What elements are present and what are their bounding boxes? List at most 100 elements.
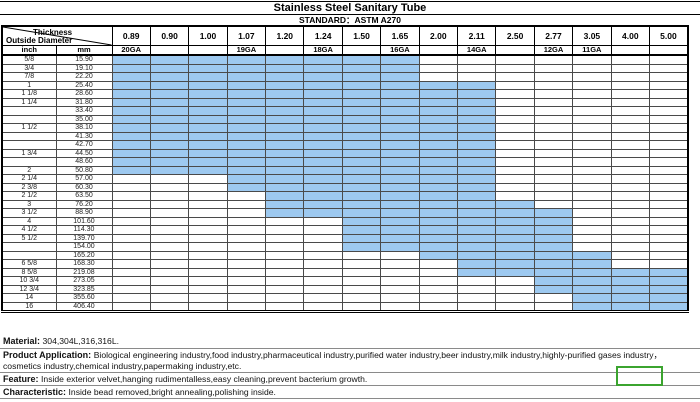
thickness-label: Thickness <box>33 28 73 37</box>
availability-cell <box>303 157 343 167</box>
table-row: 5 1/2 139.70 <box>1 233 689 243</box>
availability-cell <box>495 225 535 235</box>
availability-cell <box>380 114 420 124</box>
availability-cell <box>265 89 305 99</box>
availability-cell <box>149 54 190 65</box>
availability-cell <box>380 157 420 167</box>
mm-cell: 323.85 <box>55 284 113 294</box>
product-application-text: Biological engineering industry,food ind… <box>3 350 663 371</box>
availability-cell <box>380 97 420 107</box>
availability-cell <box>648 284 689 294</box>
inch-cell: 5 1/2 <box>1 233 57 243</box>
availability-cell <box>610 157 650 167</box>
availability-cell <box>648 216 689 226</box>
availability-cell <box>226 267 267 277</box>
availability-cell <box>457 293 497 303</box>
availability-cell <box>188 242 228 252</box>
inch-cell <box>1 131 57 141</box>
availability-cell <box>533 208 574 218</box>
availability-cell <box>495 259 535 269</box>
availability-cell <box>648 225 689 235</box>
availability-cell <box>149 72 190 82</box>
availability-cell <box>265 123 305 133</box>
thickness-value: 1.00 <box>188 25 228 46</box>
availability-cell <box>495 242 535 252</box>
availability-cell <box>303 89 343 99</box>
selection-box <box>616 366 663 386</box>
thickness-value: 3.05 <box>572 25 612 46</box>
availability-cell <box>380 182 420 192</box>
availability-cell <box>457 72 497 82</box>
availability-cell <box>380 191 420 201</box>
availability-cell <box>303 131 343 141</box>
availability-cell <box>572 140 612 150</box>
availability-cell <box>149 208 190 218</box>
availability-cell <box>111 301 151 313</box>
availability-cell <box>265 106 305 116</box>
inch-cell <box>1 242 57 252</box>
thickness-value: 1.07 <box>226 25 267 46</box>
table-row: 154.00 <box>1 242 689 252</box>
availability-cell <box>418 267 459 277</box>
table-row: 48.60 <box>1 157 689 167</box>
availability-cell <box>457 174 497 184</box>
availability-cell <box>533 97 574 107</box>
availability-cell <box>572 54 612 65</box>
availability-cell <box>188 123 228 133</box>
availability-cell <box>188 80 228 90</box>
mm-cell: 31.80 <box>55 97 113 107</box>
gauge-value: 18GA <box>303 45 343 56</box>
availability-cell <box>648 250 689 260</box>
availability-cell <box>533 293 574 303</box>
availability-cell <box>111 131 151 141</box>
availability-cell <box>265 182 305 192</box>
mm-cell: 165.20 <box>55 250 113 260</box>
availability-cell <box>648 242 689 252</box>
table-row: 14 355.60 <box>1 293 689 303</box>
availability-cell <box>648 199 689 209</box>
availability-cell <box>572 63 612 73</box>
availability-cell <box>265 225 305 235</box>
availability-cell <box>265 267 305 277</box>
availability-cell <box>149 157 190 167</box>
availability-cell <box>111 199 151 209</box>
availability-cell <box>111 216 151 226</box>
availability-cell <box>648 106 689 116</box>
availability-cell <box>533 233 574 243</box>
availability-cell <box>418 250 459 260</box>
gauge-empty-cell <box>188 45 228 56</box>
availability-cell <box>418 89 459 99</box>
availability-cell <box>418 233 459 243</box>
availability-cell <box>111 54 151 65</box>
availability-cell <box>457 148 497 158</box>
availability-cell <box>610 191 650 201</box>
availability-cell <box>341 54 382 65</box>
availability-cell <box>648 293 689 303</box>
thickness-value: 2.77 <box>533 25 574 46</box>
thickness-value: 1.20 <box>265 25 305 46</box>
availability-cell <box>265 148 305 158</box>
availability-cell <box>265 165 305 175</box>
mm-cell: 35.00 <box>55 114 113 124</box>
inch-cell <box>1 250 57 260</box>
availability-cell <box>380 267 420 277</box>
availability-cell <box>572 182 612 192</box>
thickness-value: 0.90 <box>149 25 190 46</box>
availability-cell <box>265 97 305 107</box>
availability-cell <box>188 54 228 65</box>
availability-cell <box>495 97 535 107</box>
availability-cell <box>149 301 190 313</box>
availability-cell <box>610 301 650 313</box>
availability-cell <box>188 114 228 124</box>
availability-cell <box>341 208 382 218</box>
availability-cell <box>303 242 343 252</box>
availability-cell <box>149 276 190 286</box>
availability-cell <box>418 165 459 175</box>
availability-cell <box>648 174 689 184</box>
availability-cell <box>188 259 228 269</box>
availability-cell <box>341 157 382 167</box>
availability-cell <box>265 140 305 150</box>
availability-cell <box>303 72 343 82</box>
inch-cell: 1 1/8 <box>1 89 57 99</box>
mm-cell: 15.90 <box>55 54 113 65</box>
